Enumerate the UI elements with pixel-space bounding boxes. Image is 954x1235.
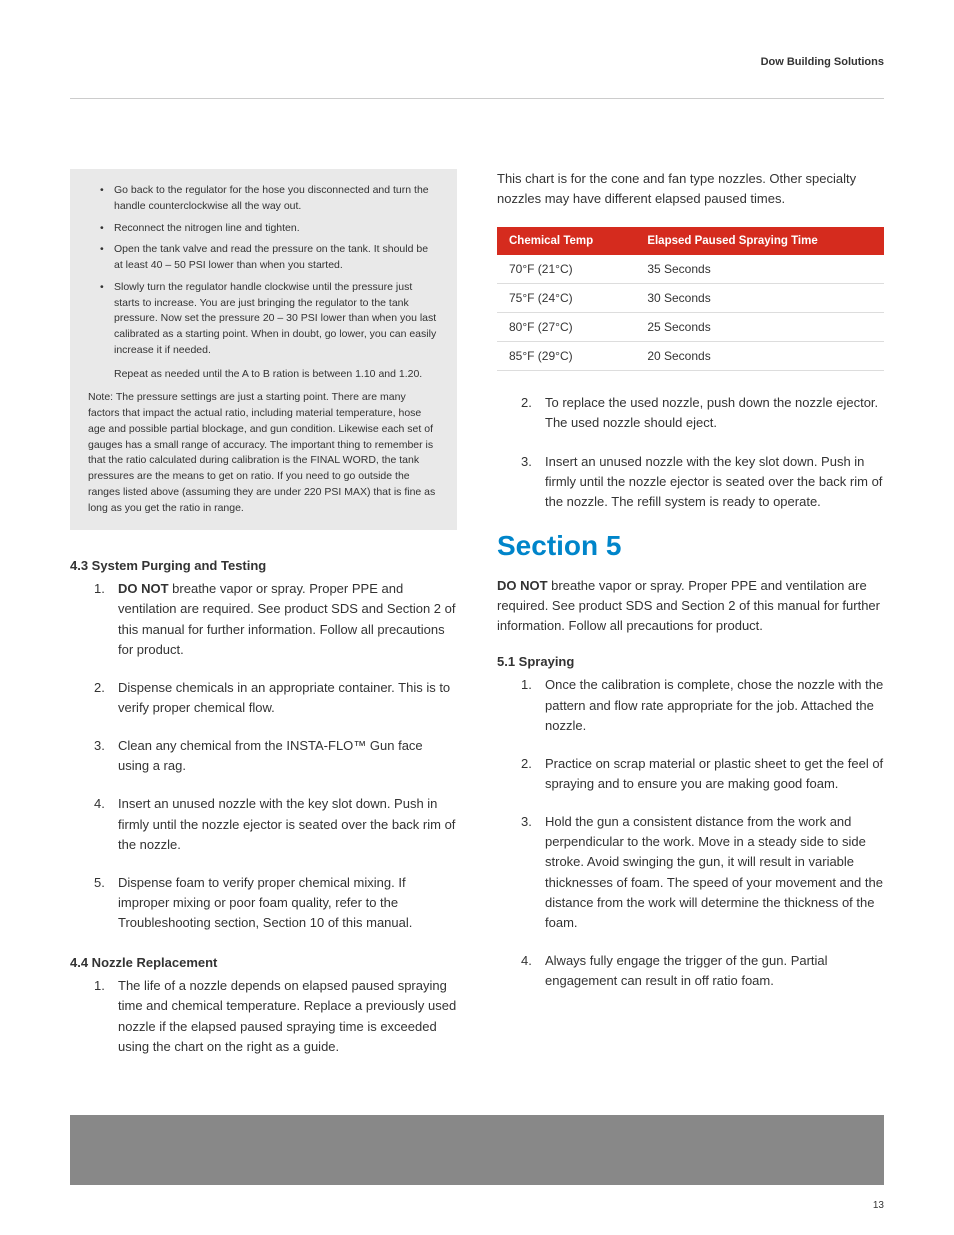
repeat-text: Repeat as needed until the A to B ration… (88, 367, 439, 383)
subheading-5-1: 5.1 Spraying (497, 654, 884, 669)
table-header: Elapsed Paused Spraying Time (635, 227, 884, 255)
table-cell: 75°F (24°C) (497, 284, 635, 313)
left-column: Go back to the regulator for the hose yo… (70, 169, 457, 1079)
list-item: The life of a nozzle depends on elapsed … (118, 976, 457, 1057)
list-item: Reconnect the nitrogen line and tighten. (114, 221, 439, 237)
content-columns: Go back to the regulator for the hose yo… (70, 169, 884, 1079)
list-item: Dispense chemicals in an appropriate con… (118, 678, 457, 718)
list-5-1: Once the calibration is complete, chose … (497, 675, 884, 991)
table-cell: 70°F (21°C) (497, 255, 635, 284)
header-brand: Dow Building Solutions (70, 56, 884, 68)
section-5-intro: DO NOT breathe vapor or spray. Proper PP… (497, 576, 884, 636)
calibration-note-box: Go back to the regulator for the hose yo… (70, 169, 457, 530)
table-header: Chemical Temp (497, 227, 635, 255)
nozzle-chart-table: Chemical Temp Elapsed Paused Spraying Ti… (497, 227, 884, 371)
subheading-4-3: 4.3 System Purging and Testing (70, 558, 457, 573)
note-text: Note: The pressure settings are just a s… (88, 390, 439, 516)
table-row: 70°F (21°C) 35 Seconds (497, 255, 884, 284)
table-cell: 30 Seconds (635, 284, 884, 313)
table-row: 85°F (29°C) 20 Seconds (497, 342, 884, 371)
table-row: 75°F (24°C) 30 Seconds (497, 284, 884, 313)
chart-intro: This chart is for the cone and fan type … (497, 169, 884, 209)
subheading-4-4: 4.4 Nozzle Replacement (70, 955, 457, 970)
table-header-row: Chemical Temp Elapsed Paused Spraying Ti… (497, 227, 884, 255)
list-item: Always fully engage the trigger of the g… (545, 951, 884, 991)
page: Dow Building Solutions Go back to the re… (0, 0, 954, 1235)
table-row: 80°F (27°C) 25 Seconds (497, 313, 884, 342)
list-item: Clean any chemical from the INSTA-FLO™ G… (118, 736, 457, 776)
list-item: Practice on scrap material or plastic sh… (545, 754, 884, 794)
list-item: Go back to the regulator for the hose yo… (114, 183, 439, 215)
section-5-title: Section 5 (497, 530, 884, 562)
list-item: Open the tank valve and read the pressur… (114, 242, 439, 274)
header-rule (70, 98, 884, 99)
list-4-4: The life of a nozzle depends on elapsed … (70, 976, 457, 1057)
bold-text: DO NOT (497, 578, 548, 593)
list-item: DO NOT breathe vapor or spray. Proper PP… (118, 579, 457, 660)
list-4-4-continued: To replace the used nozzle, push down th… (497, 393, 884, 512)
bold-text: DO NOT (118, 581, 169, 596)
footer-bar (70, 1115, 884, 1185)
text: breathe vapor or spray. Proper PPE and v… (497, 578, 880, 633)
list-4-3: DO NOT breathe vapor or spray. Proper PP… (70, 579, 457, 933)
list-item: Insert an unused nozzle with the key slo… (545, 452, 884, 512)
table-cell: 20 Seconds (635, 342, 884, 371)
right-column: This chart is for the cone and fan type … (497, 169, 884, 1079)
list-item: To replace the used nozzle, push down th… (545, 393, 884, 433)
section-5-1: 5.1 Spraying Once the calibration is com… (497, 654, 884, 991)
list-item: Dispense foam to verify proper chemical … (118, 873, 457, 933)
calibration-bullets: Go back to the regulator for the hose yo… (88, 183, 439, 359)
page-number: 13 (873, 1200, 884, 1211)
text: breathe vapor or spray. Proper PPE and v… (118, 581, 456, 656)
list-item: Hold the gun a consistent distance from … (545, 812, 884, 933)
section-4-4: 4.4 Nozzle Replacement The life of a noz… (70, 955, 457, 1057)
list-item: Once the calibration is complete, chose … (545, 675, 884, 735)
list-item: Slowly turn the regulator handle clockwi… (114, 280, 439, 359)
table-cell: 35 Seconds (635, 255, 884, 284)
table-cell: 85°F (29°C) (497, 342, 635, 371)
table-cell: 25 Seconds (635, 313, 884, 342)
list-item: Insert an unused nozzle with the key slo… (118, 794, 457, 854)
table-cell: 80°F (27°C) (497, 313, 635, 342)
section-4-3: 4.3 System Purging and Testing DO NOT br… (70, 558, 457, 933)
